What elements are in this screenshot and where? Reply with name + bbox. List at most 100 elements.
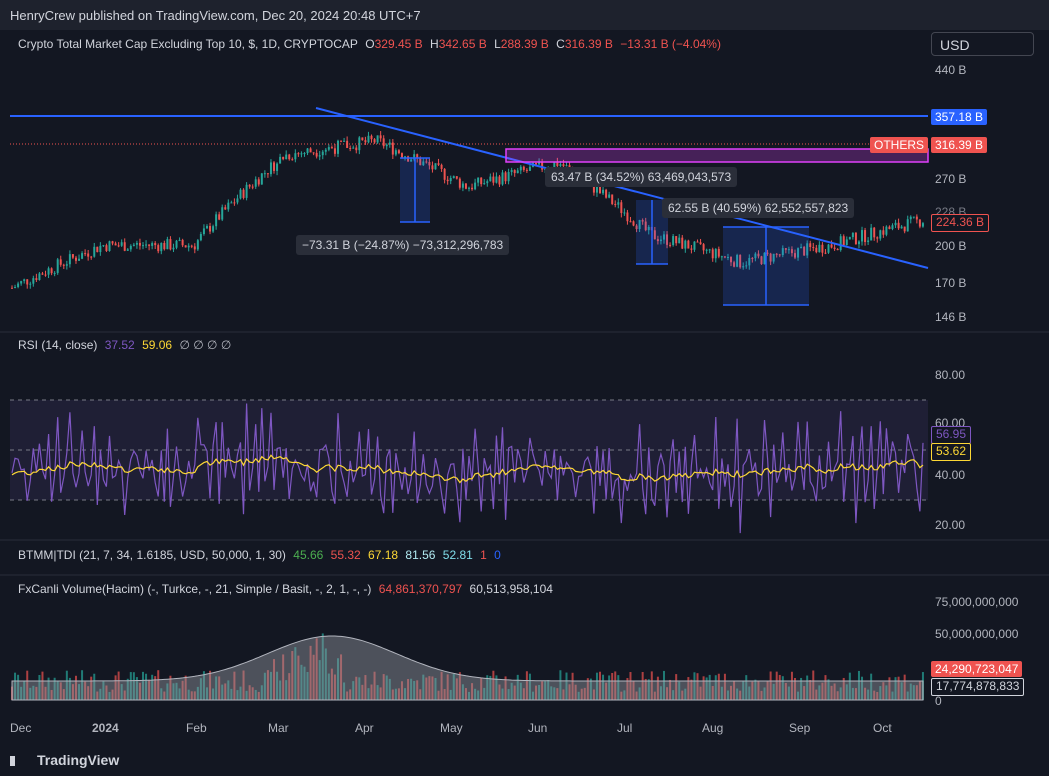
candle-body xyxy=(419,158,422,166)
candle-body xyxy=(266,173,269,175)
candle-body xyxy=(800,246,803,249)
main-legend[interactable]: Crypto Total Market Cap Excluding Top 10… xyxy=(18,37,721,51)
tradingview-logo[interactable]: TradingView xyxy=(10,752,119,768)
candle-body xyxy=(565,165,568,167)
candle-body xyxy=(90,256,93,258)
volume-bar xyxy=(662,670,665,700)
candle-body xyxy=(330,147,333,149)
candle-body xyxy=(111,241,114,244)
candle-body xyxy=(227,202,230,210)
volume-bar xyxy=(687,677,690,700)
volume-bar xyxy=(714,675,717,700)
candle-body xyxy=(903,226,906,232)
volume-bar xyxy=(181,680,184,700)
candle-body xyxy=(38,273,41,281)
currency-button[interactable]: USD xyxy=(931,32,1034,56)
rsi-value: 37.52 xyxy=(104,338,135,352)
volume-bar xyxy=(17,674,20,700)
volume-bar xyxy=(81,670,84,700)
candle-body xyxy=(781,248,784,256)
volume-bar xyxy=(553,687,556,700)
candle-body xyxy=(20,281,23,284)
volume-bar xyxy=(388,678,391,700)
volume-bar xyxy=(14,672,17,700)
volume-bar xyxy=(525,671,528,700)
time-axis-label: May xyxy=(440,721,463,735)
candle-body xyxy=(254,179,257,187)
volume-bar xyxy=(346,691,349,700)
volume-bar xyxy=(297,655,300,700)
volume-bar xyxy=(29,687,32,700)
candle-body xyxy=(486,181,489,184)
volume-bar xyxy=(78,684,81,700)
chart-canvas[interactable] xyxy=(0,30,1049,740)
candle-body xyxy=(513,170,516,174)
candle-body xyxy=(209,226,212,232)
volume-bar xyxy=(221,684,224,700)
volume-bar xyxy=(653,691,656,700)
volume-ma-area xyxy=(11,635,924,701)
volume-bar xyxy=(772,683,775,700)
rsi-legend[interactable]: RSI (14, close) 37.52 59.06 ∅ ∅ ∅ ∅ xyxy=(18,338,235,352)
candle-body xyxy=(50,268,53,274)
volume-bar xyxy=(291,651,294,700)
volume-axis-label: 75,000,000,000 xyxy=(935,595,1019,609)
volume-bar xyxy=(589,678,592,700)
volume-bar xyxy=(842,677,845,700)
candle-body xyxy=(839,236,842,251)
volume-bar xyxy=(861,676,864,700)
volume-bar xyxy=(675,674,678,700)
volume-bar xyxy=(733,680,736,700)
candle-body xyxy=(382,138,385,147)
candle-body xyxy=(790,249,793,254)
volume-bar xyxy=(854,688,857,700)
volume-bar xyxy=(757,680,760,700)
volume-bar xyxy=(205,687,208,700)
candle-body xyxy=(797,248,800,258)
volume-bar xyxy=(812,670,815,700)
candle-body xyxy=(443,168,446,180)
candle-body xyxy=(608,194,611,198)
volume-bar xyxy=(440,671,443,700)
candle-body xyxy=(361,137,364,141)
volume-bar xyxy=(327,673,330,700)
candle-body xyxy=(202,228,205,235)
candle-body xyxy=(629,221,632,223)
candle-body xyxy=(711,249,714,259)
volume-bar xyxy=(209,670,212,700)
volume-bar xyxy=(44,686,47,700)
volume-bar xyxy=(68,677,71,700)
candle-body xyxy=(340,140,343,142)
candle-body xyxy=(821,244,824,253)
volume-bar xyxy=(891,691,894,700)
volume-bar xyxy=(376,685,379,700)
volume-bar xyxy=(599,671,602,700)
volume-value-1: 64,861,370,797 xyxy=(378,582,463,596)
volume-bar xyxy=(900,682,903,700)
volume-bar xyxy=(711,686,714,700)
volume-bar xyxy=(279,680,282,700)
candle-body xyxy=(556,162,559,166)
volume-bar xyxy=(32,685,35,700)
volume-bar xyxy=(464,688,467,700)
volume-bar xyxy=(461,684,464,700)
volume-bar xyxy=(699,686,702,700)
volume-bar xyxy=(468,691,470,700)
candle-body xyxy=(397,150,400,154)
candle-body xyxy=(309,148,312,153)
candle-body xyxy=(669,244,672,246)
volume-legend[interactable]: FxCanli Volume(Hacim) (-, Turkce, -, 21,… xyxy=(18,582,557,596)
volume-bar xyxy=(793,677,796,700)
tdi-legend[interactable]: BTMM|TDI (21, 7, 34, 1.6185, USD, 50,000… xyxy=(18,548,501,562)
measure-label-2: 63.47 B (34.52%) 63,469,043,573 xyxy=(545,167,738,187)
candle-body xyxy=(285,154,288,160)
volume-bar xyxy=(565,672,568,700)
candle-body xyxy=(483,183,486,185)
candle-body xyxy=(888,226,891,230)
candle-body xyxy=(693,241,696,250)
candle-body xyxy=(864,230,867,242)
volume-bar xyxy=(815,689,818,700)
candle-body xyxy=(193,246,196,250)
candle-body xyxy=(449,177,452,182)
candle-body xyxy=(851,232,854,238)
